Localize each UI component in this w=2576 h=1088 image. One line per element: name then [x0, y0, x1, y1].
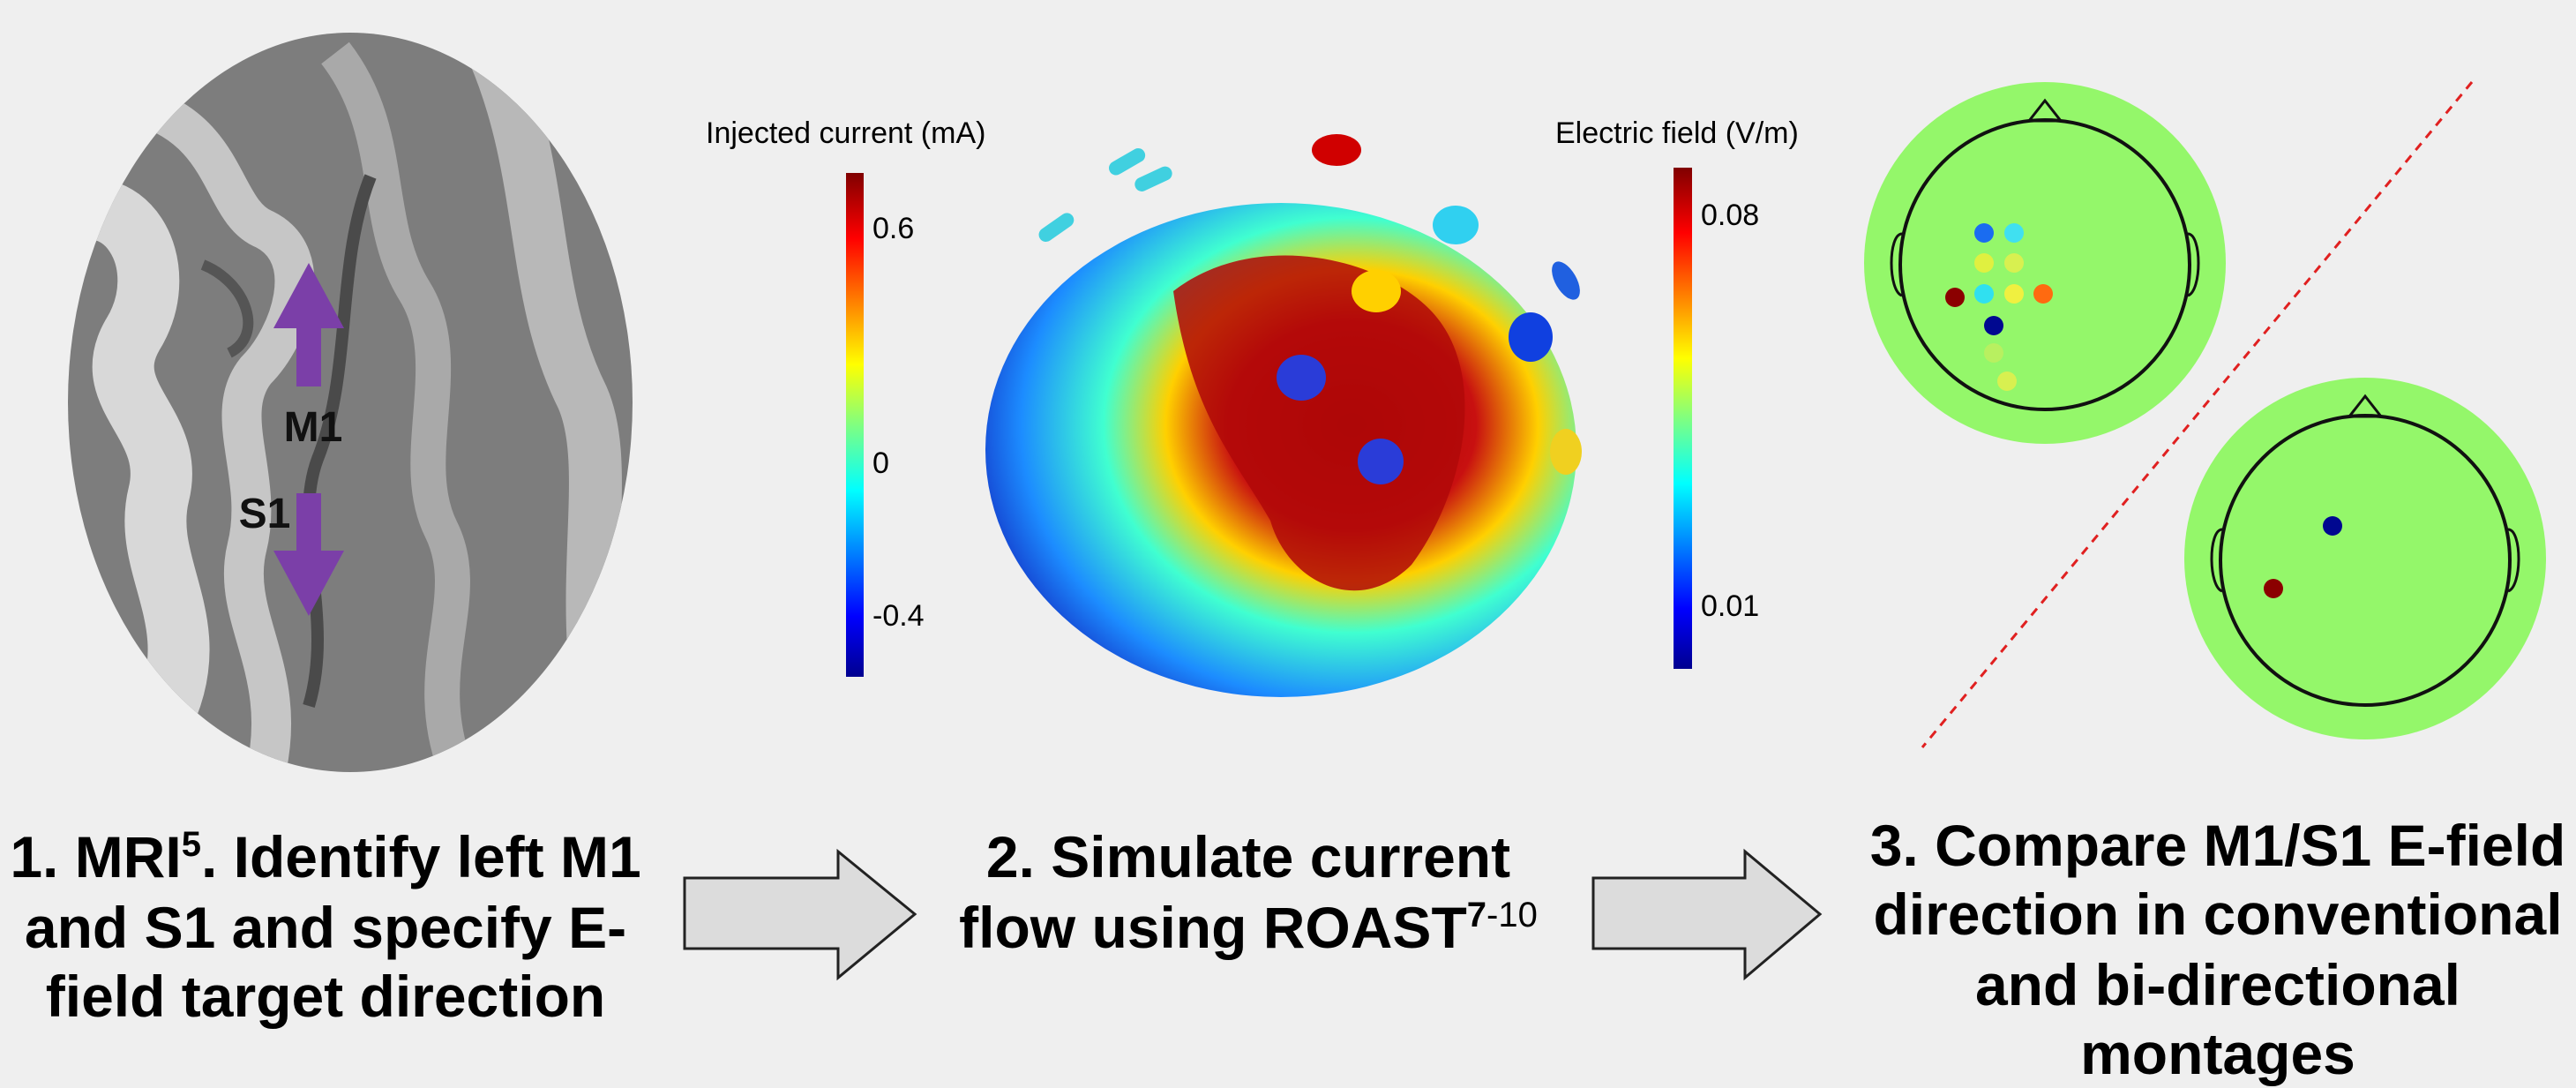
head-conventional: [1864, 82, 2226, 444]
mri-label: S1: [239, 491, 291, 537]
superscript: 7: [1467, 896, 1486, 934]
step-text: 3. Compare M1/S1 E-field: [1870, 813, 2566, 878]
mri-image: [53, 26, 653, 785]
colorbar-title: Injected current (mA): [706, 116, 985, 150]
step-text: 2. Simulate current: [986, 824, 1510, 889]
step-text-part: . Identify left M1: [201, 824, 641, 889]
colorbar-tick-label: 0.01: [1701, 589, 1759, 623]
brain-model: [985, 134, 1585, 697]
step-text: montages: [2080, 1021, 2355, 1086]
colorbar: [846, 173, 864, 677]
superscript: 5: [182, 825, 201, 864]
step-text: and S1 and specify E-: [25, 895, 626, 960]
colorbar: [1674, 168, 1692, 669]
step-text-part: 1. MRI: [10, 824, 181, 889]
colorbar-tick-label: 0.6: [872, 212, 914, 245]
colorbar-tick-label: -0.4: [872, 599, 925, 633]
step-text-part: flow using ROAST: [959, 895, 1467, 960]
step-text: direction in conventional: [1873, 882, 2562, 947]
superscript: -10: [1486, 896, 1538, 934]
step-text: field target direction: [46, 964, 605, 1029]
flow-arrow: [1593, 852, 1820, 978]
colorbar-title: Electric field (V/m): [1555, 116, 1799, 150]
step-text: and bi-directional: [1975, 952, 2460, 1017]
colorbar-tick-label: 0.08: [1701, 199, 1759, 232]
step-text: flow using ROAST7-10: [959, 895, 1538, 960]
flow-arrow: [685, 852, 915, 978]
colorbar-tick-label: 0: [872, 446, 889, 480]
head-bidirectional: [2184, 378, 2546, 739]
mri-label: M1: [284, 404, 343, 451]
figure: M1 S1 Injected current (mA) 0.6 0 -0.4 E…: [0, 0, 2576, 1088]
page: {"mri": {"labels": ["M1", "S1"]}, "color…: [0, 0, 2576, 1088]
step-text: 1. MRI5. Identify left M1: [10, 824, 640, 889]
